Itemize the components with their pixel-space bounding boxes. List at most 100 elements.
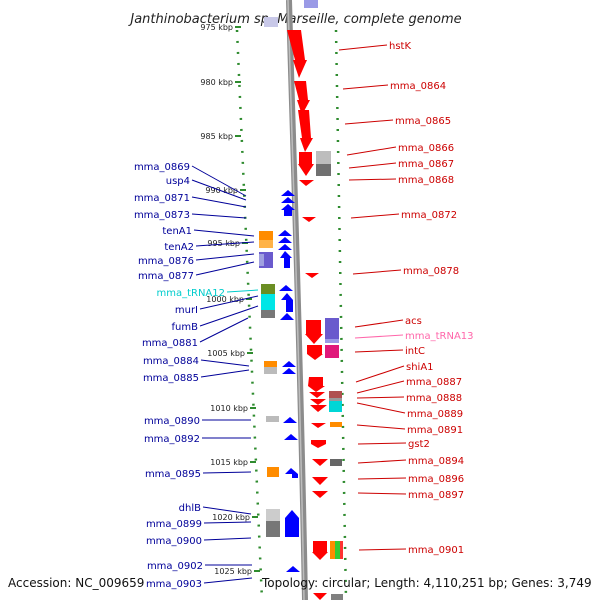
block-mma-0889[interactable] <box>329 401 342 412</box>
gene-label-right[interactable]: mma_0868 <box>398 175 454 186</box>
block-mma-0901-c[interactable] <box>340 541 343 559</box>
gene-label-left[interactable]: mma_tRNA12 <box>156 288 225 299</box>
gene-label-right[interactable]: intC <box>405 346 425 357</box>
block-mma-0884-a[interactable] <box>264 361 277 367</box>
gene-mma-0894[interactable] <box>312 459 328 466</box>
gene-label-left[interactable]: mma_0895 <box>145 469 201 480</box>
block-mma-0891[interactable] <box>330 422 342 427</box>
gene-tenA1[interactable] <box>278 230 292 236</box>
gene-label-left[interactable]: mma_0903 <box>146 579 202 590</box>
gene-label-left[interactable]: mma_0884 <box>143 356 199 367</box>
gene-label-left[interactable]: mma_0873 <box>134 210 190 221</box>
gene-label-right[interactable]: mma_0891 <box>407 425 463 436</box>
gene-label-left[interactable]: tenA2 <box>164 242 194 253</box>
gene-hstK[interactable] <box>287 30 307 78</box>
gene-mma-0901[interactable] <box>312 541 328 560</box>
block-mma-0895[interactable] <box>267 467 279 477</box>
gene-label-left[interactable]: mma_0885 <box>143 373 199 384</box>
gene-bottom-fwd[interactable] <box>313 593 327 600</box>
gene-label-left[interactable]: mma_0899 <box>146 519 202 530</box>
gene-label-right[interactable]: mma_0867 <box>398 159 454 170</box>
block-mma-0884-b[interactable] <box>264 367 277 374</box>
gene-label-left[interactable]: fumB <box>172 322 199 333</box>
gene-gst2[interactable] <box>311 440 326 448</box>
block-top-blue[interactable] <box>304 0 318 8</box>
block-tenA1-b[interactable] <box>259 240 273 248</box>
gene-label-left[interactable]: mma_0902 <box>147 561 203 572</box>
gene-mma-0868[interactable] <box>299 180 314 186</box>
gene-mma-0877[interactable] <box>277 251 292 268</box>
gene-mma-0884[interactable] <box>282 361 296 367</box>
gene-shiA1[interactable] <box>308 377 325 392</box>
block-mma-0888[interactable] <box>329 391 342 398</box>
gene-label-right[interactable]: shiA1 <box>406 362 434 373</box>
block-mma-0894[interactable] <box>330 459 342 466</box>
gene-mma-0872[interactable] <box>302 217 316 222</box>
gene-label-left[interactable]: murI <box>175 305 198 316</box>
gene-mma-0888[interactable] <box>310 399 326 405</box>
block-dhlB-b[interactable] <box>266 521 280 537</box>
gene-mma-0902[interactable] <box>286 566 300 572</box>
gene-label-left[interactable]: mma_0876 <box>138 256 194 267</box>
gene-mma-0897[interactable] <box>312 491 328 498</box>
gene-label-left[interactable]: mma_0900 <box>146 536 202 547</box>
gene-mma-0871[interactable] <box>281 197 295 203</box>
block-fumB[interactable] <box>261 310 275 318</box>
gene-mma-0890[interactable] <box>283 417 297 423</box>
gene-mma-0865[interactable] <box>298 110 313 152</box>
block-mma-0901-b[interactable] <box>335 541 340 559</box>
gene-label-right[interactable]: mma_0872 <box>401 210 457 221</box>
block-mma-0890[interactable] <box>266 416 279 422</box>
gene-tenA2[interactable] <box>278 237 292 243</box>
gene-label-right[interactable]: mma_tRNA13 <box>405 331 474 342</box>
gene-label-right[interactable]: gst2 <box>408 439 430 450</box>
gene-mma-0899[interactable] <box>285 510 299 537</box>
block-mma-0888b[interactable] <box>329 398 342 401</box>
gene-fumB[interactable] <box>279 293 293 312</box>
gene-label-right[interactable]: mma_0865 <box>395 116 451 127</box>
gene-mma-0889[interactable] <box>310 405 327 412</box>
gene-label-right[interactable]: hstK <box>389 41 411 52</box>
gene-label-left[interactable]: usp4 <box>166 176 190 187</box>
gene-label-right[interactable]: mma_0878 <box>403 266 459 277</box>
block-tenA1-a[interactable] <box>259 231 273 240</box>
gene-label-right[interactable]: mma_0901 <box>408 545 464 556</box>
gene-label-right[interactable]: mma_0864 <box>390 81 446 92</box>
block-intC[interactable] <box>325 345 339 358</box>
gene-label-right[interactable]: mma_0887 <box>406 377 462 388</box>
gene-intC[interactable] <box>307 345 323 360</box>
gene-mma-0885[interactable] <box>282 368 296 374</box>
gene-label-right[interactable]: mma_0894 <box>408 456 464 467</box>
gene-label-left[interactable]: mma_0890 <box>144 416 200 427</box>
gene-mma-0891[interactable] <box>311 423 326 428</box>
gene-mma-0876[interactable] <box>278 244 292 250</box>
gene-label-left[interactable]: tenA1 <box>162 226 192 237</box>
block-dhlB[interactable] <box>266 509 280 521</box>
block-mma-0901-a[interactable] <box>330 541 335 559</box>
block-mma-0867b[interactable] <box>316 164 331 176</box>
gene-usp4[interactable] <box>281 190 295 196</box>
gene-label-left[interactable]: mma_0881 <box>142 338 198 349</box>
gene-label-right[interactable]: mma_0866 <box>398 143 454 154</box>
gene-acs[interactable] <box>305 320 323 344</box>
block-top-gray[interactable] <box>264 17 278 27</box>
gene-label-left[interactable]: dhlB <box>179 503 201 514</box>
gene-mma-0878[interactable] <box>305 273 319 278</box>
block-mma-0867[interactable] <box>316 151 331 164</box>
gene-label-left[interactable]: mma_0869 <box>134 162 190 173</box>
gene-mma-0881[interactable] <box>280 313 294 320</box>
block-acs-a[interactable] <box>325 318 339 339</box>
block-murI[interactable] <box>261 284 275 294</box>
gene-mma-0866[interactable] <box>298 152 314 176</box>
gene-label-left[interactable]: mma_0892 <box>144 434 200 445</box>
gene-mma-0887[interactable] <box>309 392 325 398</box>
gene-label-left[interactable]: mma_0877 <box>138 271 194 282</box>
gene-mma-0895[interactable] <box>284 468 298 478</box>
gene-label-left[interactable]: mma_0871 <box>134 193 190 204</box>
gene-label-right[interactable]: mma_0888 <box>406 393 462 404</box>
block-mma-0876b[interactable] <box>259 254 264 266</box>
block-tRNA12[interactable] <box>261 294 275 310</box>
gene-mma-0892[interactable] <box>284 434 298 440</box>
gene-mma-0896[interactable] <box>312 477 328 485</box>
gene-mma-0873[interactable] <box>277 204 295 216</box>
